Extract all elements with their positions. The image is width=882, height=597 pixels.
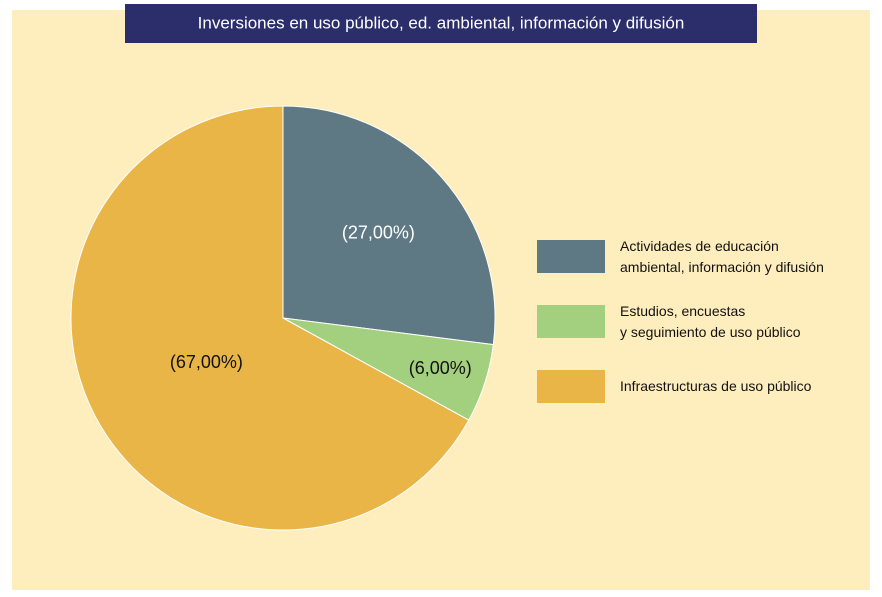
legend-label: Estudios, encuestas y seguimiento de uso… bbox=[620, 302, 801, 340]
legend-label: Infraestructuras de uso público bbox=[620, 378, 812, 394]
legend-swatch bbox=[537, 370, 605, 403]
pie-slice bbox=[282, 105, 496, 346]
legend-swatch bbox=[537, 240, 605, 273]
slice-label: (6,00%) bbox=[409, 358, 472, 378]
slice-label: (67,00%) bbox=[170, 352, 243, 372]
pie-slice bbox=[70, 105, 470, 531]
legend-swatch bbox=[537, 305, 605, 338]
title-bar bbox=[125, 4, 757, 43]
legend-label: Actividades de educación ambiental, info… bbox=[620, 237, 824, 275]
slice-label: (27,00%) bbox=[342, 223, 415, 243]
chart-title: Inversiones en uso público, ed. ambienta… bbox=[198, 13, 685, 32]
